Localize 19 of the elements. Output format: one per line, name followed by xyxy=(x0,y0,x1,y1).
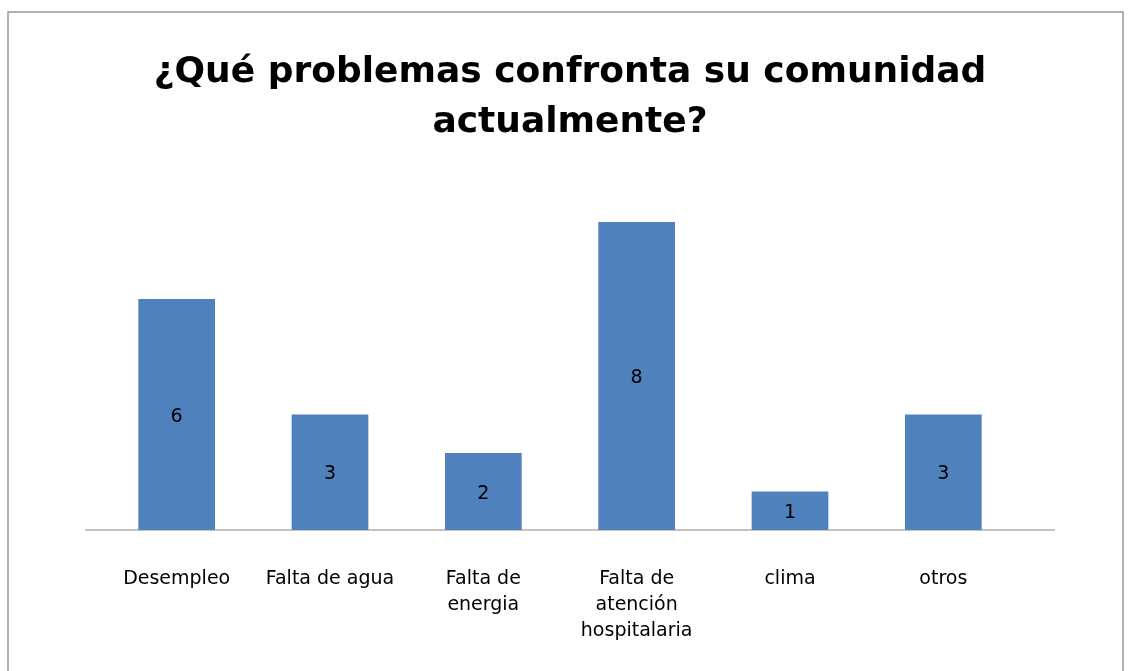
bar xyxy=(138,299,215,530)
data-label: 2 xyxy=(477,480,490,503)
x-tick-label: Falta de atención hospitalaria xyxy=(580,566,693,640)
x-tick-label: Falta de energia xyxy=(445,566,521,614)
data-label: 8 xyxy=(630,365,643,387)
x-tick-label: otros xyxy=(919,566,968,588)
bar xyxy=(291,414,369,530)
data-label: 1 xyxy=(783,499,797,522)
data-label: 3 xyxy=(937,461,950,484)
data-label: 3 xyxy=(323,461,337,484)
data-label: 6 xyxy=(170,403,183,426)
bar xyxy=(905,414,982,530)
x-tick-label: Desempleo xyxy=(123,566,231,588)
chart-title: ¿Qué problemas confronta su comunidad actualmente? xyxy=(153,49,987,140)
bar xyxy=(598,222,675,530)
x-tick-label: clima xyxy=(764,566,816,588)
x-tick-label: Falta de agua xyxy=(265,566,395,588)
bar xyxy=(445,453,522,530)
bar xyxy=(751,491,829,530)
